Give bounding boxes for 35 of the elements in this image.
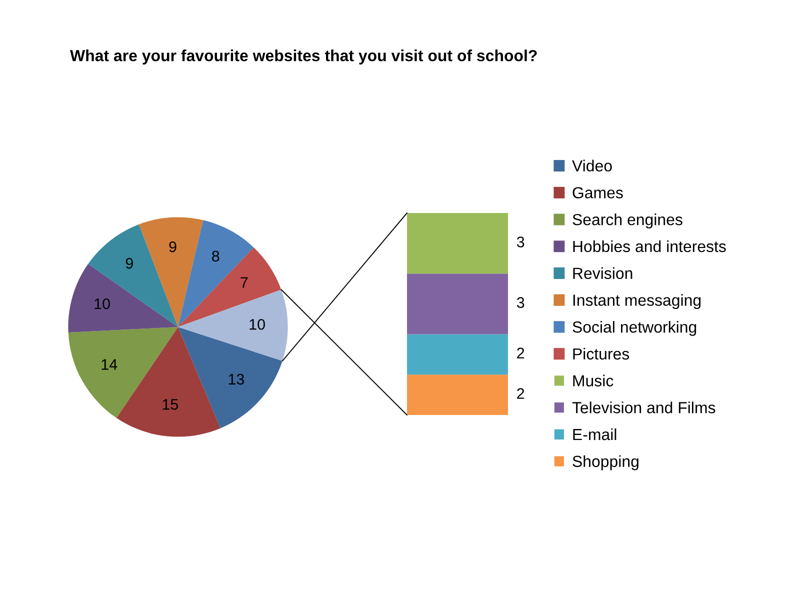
pie-slice bbox=[138, 217, 204, 327]
legend-label: Pictures bbox=[573, 348, 630, 360]
legend-label: Hobbies and interests bbox=[573, 240, 726, 252]
data-label: 2 bbox=[517, 388, 524, 399]
legend-label: Shopping bbox=[572, 455, 638, 470]
legend-label: Television and Films bbox=[572, 402, 716, 414]
pie-slice bbox=[178, 290, 288, 361]
legend-label: E-mail bbox=[573, 428, 616, 440]
data-label: 9 bbox=[169, 241, 176, 252]
legend-label: Games bbox=[572, 187, 623, 198]
data-label: 2 bbox=[517, 348, 524, 358]
data-label: 3 bbox=[516, 297, 524, 308]
legend-label: Search engines bbox=[572, 214, 682, 228]
data-label: 8 bbox=[212, 250, 220, 262]
pie-slice bbox=[68, 327, 178, 418]
bar bbox=[407, 274, 508, 334]
pie-slice bbox=[88, 224, 178, 327]
bar bbox=[407, 334, 508, 375]
data-label: 13 bbox=[228, 374, 244, 385]
bar bbox=[407, 213, 508, 274]
data-label: 7 bbox=[240, 277, 248, 288]
data-label: 15 bbox=[162, 399, 178, 410]
data-label: 10 bbox=[94, 298, 110, 310]
data-label: 14 bbox=[102, 359, 118, 370]
data-label: 10 bbox=[250, 318, 265, 330]
legend-label: Instant messaging bbox=[573, 294, 701, 310]
legend-label: Music bbox=[573, 374, 614, 386]
data-label: 3 bbox=[516, 236, 524, 248]
data-label: 9 bbox=[126, 258, 133, 269]
bar bbox=[407, 374, 508, 415]
legend-label: Revision bbox=[573, 267, 632, 279]
chart-title: What are your favourite websites that you visit out of school? bbox=[70, 50, 537, 64]
legend-label: Social networking bbox=[572, 320, 696, 336]
legend-label: Video bbox=[572, 160, 612, 172]
pie-slice bbox=[116, 327, 220, 437]
